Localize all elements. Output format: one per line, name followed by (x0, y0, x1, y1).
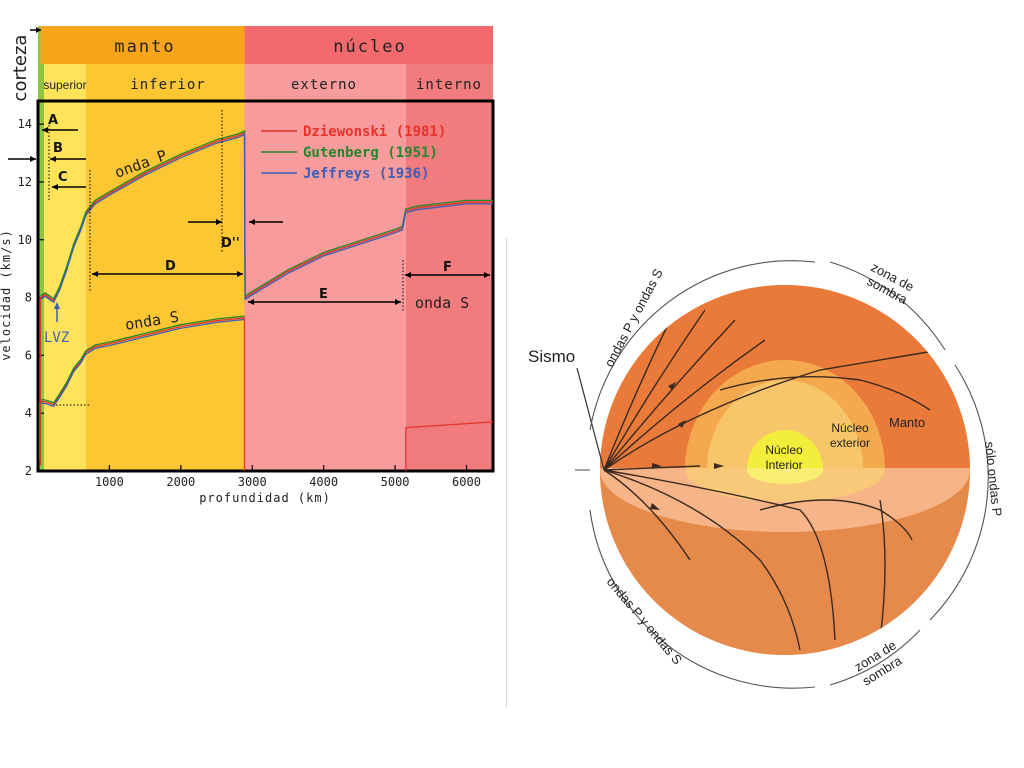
nucleo-interior-label-2: Interior (765, 458, 802, 472)
superior-label: superior (43, 78, 86, 92)
band-plot-0 (40, 101, 86, 471)
interno-label: interno (416, 77, 482, 93)
band-plot-3 (405, 101, 493, 471)
y-tick-label-3: 8 (25, 291, 32, 305)
core-cut-plane (685, 468, 885, 502)
nucleo-exterior-label-1: Núcleo (831, 421, 869, 435)
manto-label: manto (114, 37, 175, 57)
region-annotations (8, 110, 490, 406)
lvz-label: LVZ (44, 330, 69, 346)
band-plot-2 (244, 101, 406, 471)
legend-gutenberg: Gutenberg (1951) (303, 145, 438, 161)
separator-line (506, 238, 507, 708)
s-wave-curve-2 (40, 318, 245, 408)
sismo-label: Sismo (528, 347, 575, 366)
band-plot-1 (85, 101, 245, 471)
x-axis-label: profundidad (km) (199, 491, 331, 505)
region-F-label: F (443, 260, 452, 275)
earth-cutaway-diagram: Sismo Manto Núcleo exterior Núcleo Inter… (528, 259, 1005, 689)
y-tick-label-6: 14 (18, 117, 32, 131)
region-C-label: C (58, 170, 68, 185)
corteza-label: corteza (10, 35, 31, 102)
region-E-label: E (319, 287, 328, 302)
y-tick-label-2: 6 (25, 348, 32, 362)
layer-bands-plot (38, 64, 493, 471)
manto-diagram-label: Manto (889, 415, 925, 430)
seismic-velocity-chart: corteza manto núcleo superior inferior e… (0, 26, 495, 505)
band-sub-2 (244, 64, 406, 101)
s-wave-curve-1 (40, 315, 245, 404)
sismo-pointer (576, 367, 605, 471)
p-wave-curve-1 (40, 130, 493, 300)
band-sub-0 (40, 64, 86, 101)
plot-frame (36, 99, 495, 473)
solo-ondas-p-label: sólo ondas P (982, 441, 1005, 517)
nucleo-label: núcleo (333, 37, 406, 57)
nucleo-exterior-label-2: exterior (830, 436, 870, 450)
crust-strip (38, 64, 44, 471)
outer-core-inner-ring (707, 380, 863, 468)
band-sub-1 (85, 64, 245, 101)
s-core-curve (405, 421, 494, 429)
region-Dpp-label: D'' (221, 236, 240, 251)
legend-jeffreys: Jeffreys (1936) (303, 166, 429, 182)
inferior-label: inferior (130, 77, 205, 93)
corteza-arrowhead (36, 27, 41, 33)
y-tick-label-1: 4 (25, 406, 32, 420)
outer-arcs (575, 260, 989, 689)
y-tick-label-5: 12 (18, 175, 32, 189)
layer-bands-top (38, 26, 493, 64)
y-tick-label-0: 2 (25, 464, 32, 478)
s-wave-curve-0 (40, 317, 245, 406)
onda-s-core-label: onda S (415, 294, 469, 312)
layer-bands-sub (40, 64, 493, 101)
x-axis-ticks: 1000 2000 3000 4000 5000 6000 (95, 465, 481, 489)
y-tick-label-4: 10 (18, 233, 32, 247)
p-wave-curve-2 (40, 133, 493, 304)
y-axis-ticks: 2 4 6 8 10 12 14 (18, 117, 44, 478)
x-tick-label-5: 6000 (452, 475, 481, 489)
region-A-label: A (48, 113, 58, 128)
region-D-label: D (165, 259, 176, 274)
chart-legend: Dziewonski (1981) Gutenberg (1951) Jeffr… (261, 124, 446, 182)
inner-core-section (747, 430, 823, 468)
velocity-curves (38, 130, 494, 471)
legend-dziewonski: Dziewonski (1981) (303, 124, 446, 140)
x-tick-label-1: 2000 (166, 475, 195, 489)
x-tick-label-0: 1000 (95, 475, 124, 489)
band-top-0 (38, 26, 41, 64)
y-axis-label: velocidad (km/s) (0, 229, 13, 361)
band-sub-3 (405, 64, 493, 101)
ray-arrows (650, 382, 724, 510)
region-B-label: B (53, 141, 63, 156)
externo-label: externo (291, 77, 357, 93)
x-tick-label-4: 5000 (381, 475, 410, 489)
x-tick-label-2: 3000 (238, 475, 267, 489)
band-top-2 (244, 26, 493, 64)
inner-core-cut-plane (747, 468, 823, 484)
x-tick-label-3: 4000 (309, 475, 338, 489)
nucleo-interior-label-1: Núcleo (765, 443, 803, 457)
band-top-1 (40, 26, 245, 64)
